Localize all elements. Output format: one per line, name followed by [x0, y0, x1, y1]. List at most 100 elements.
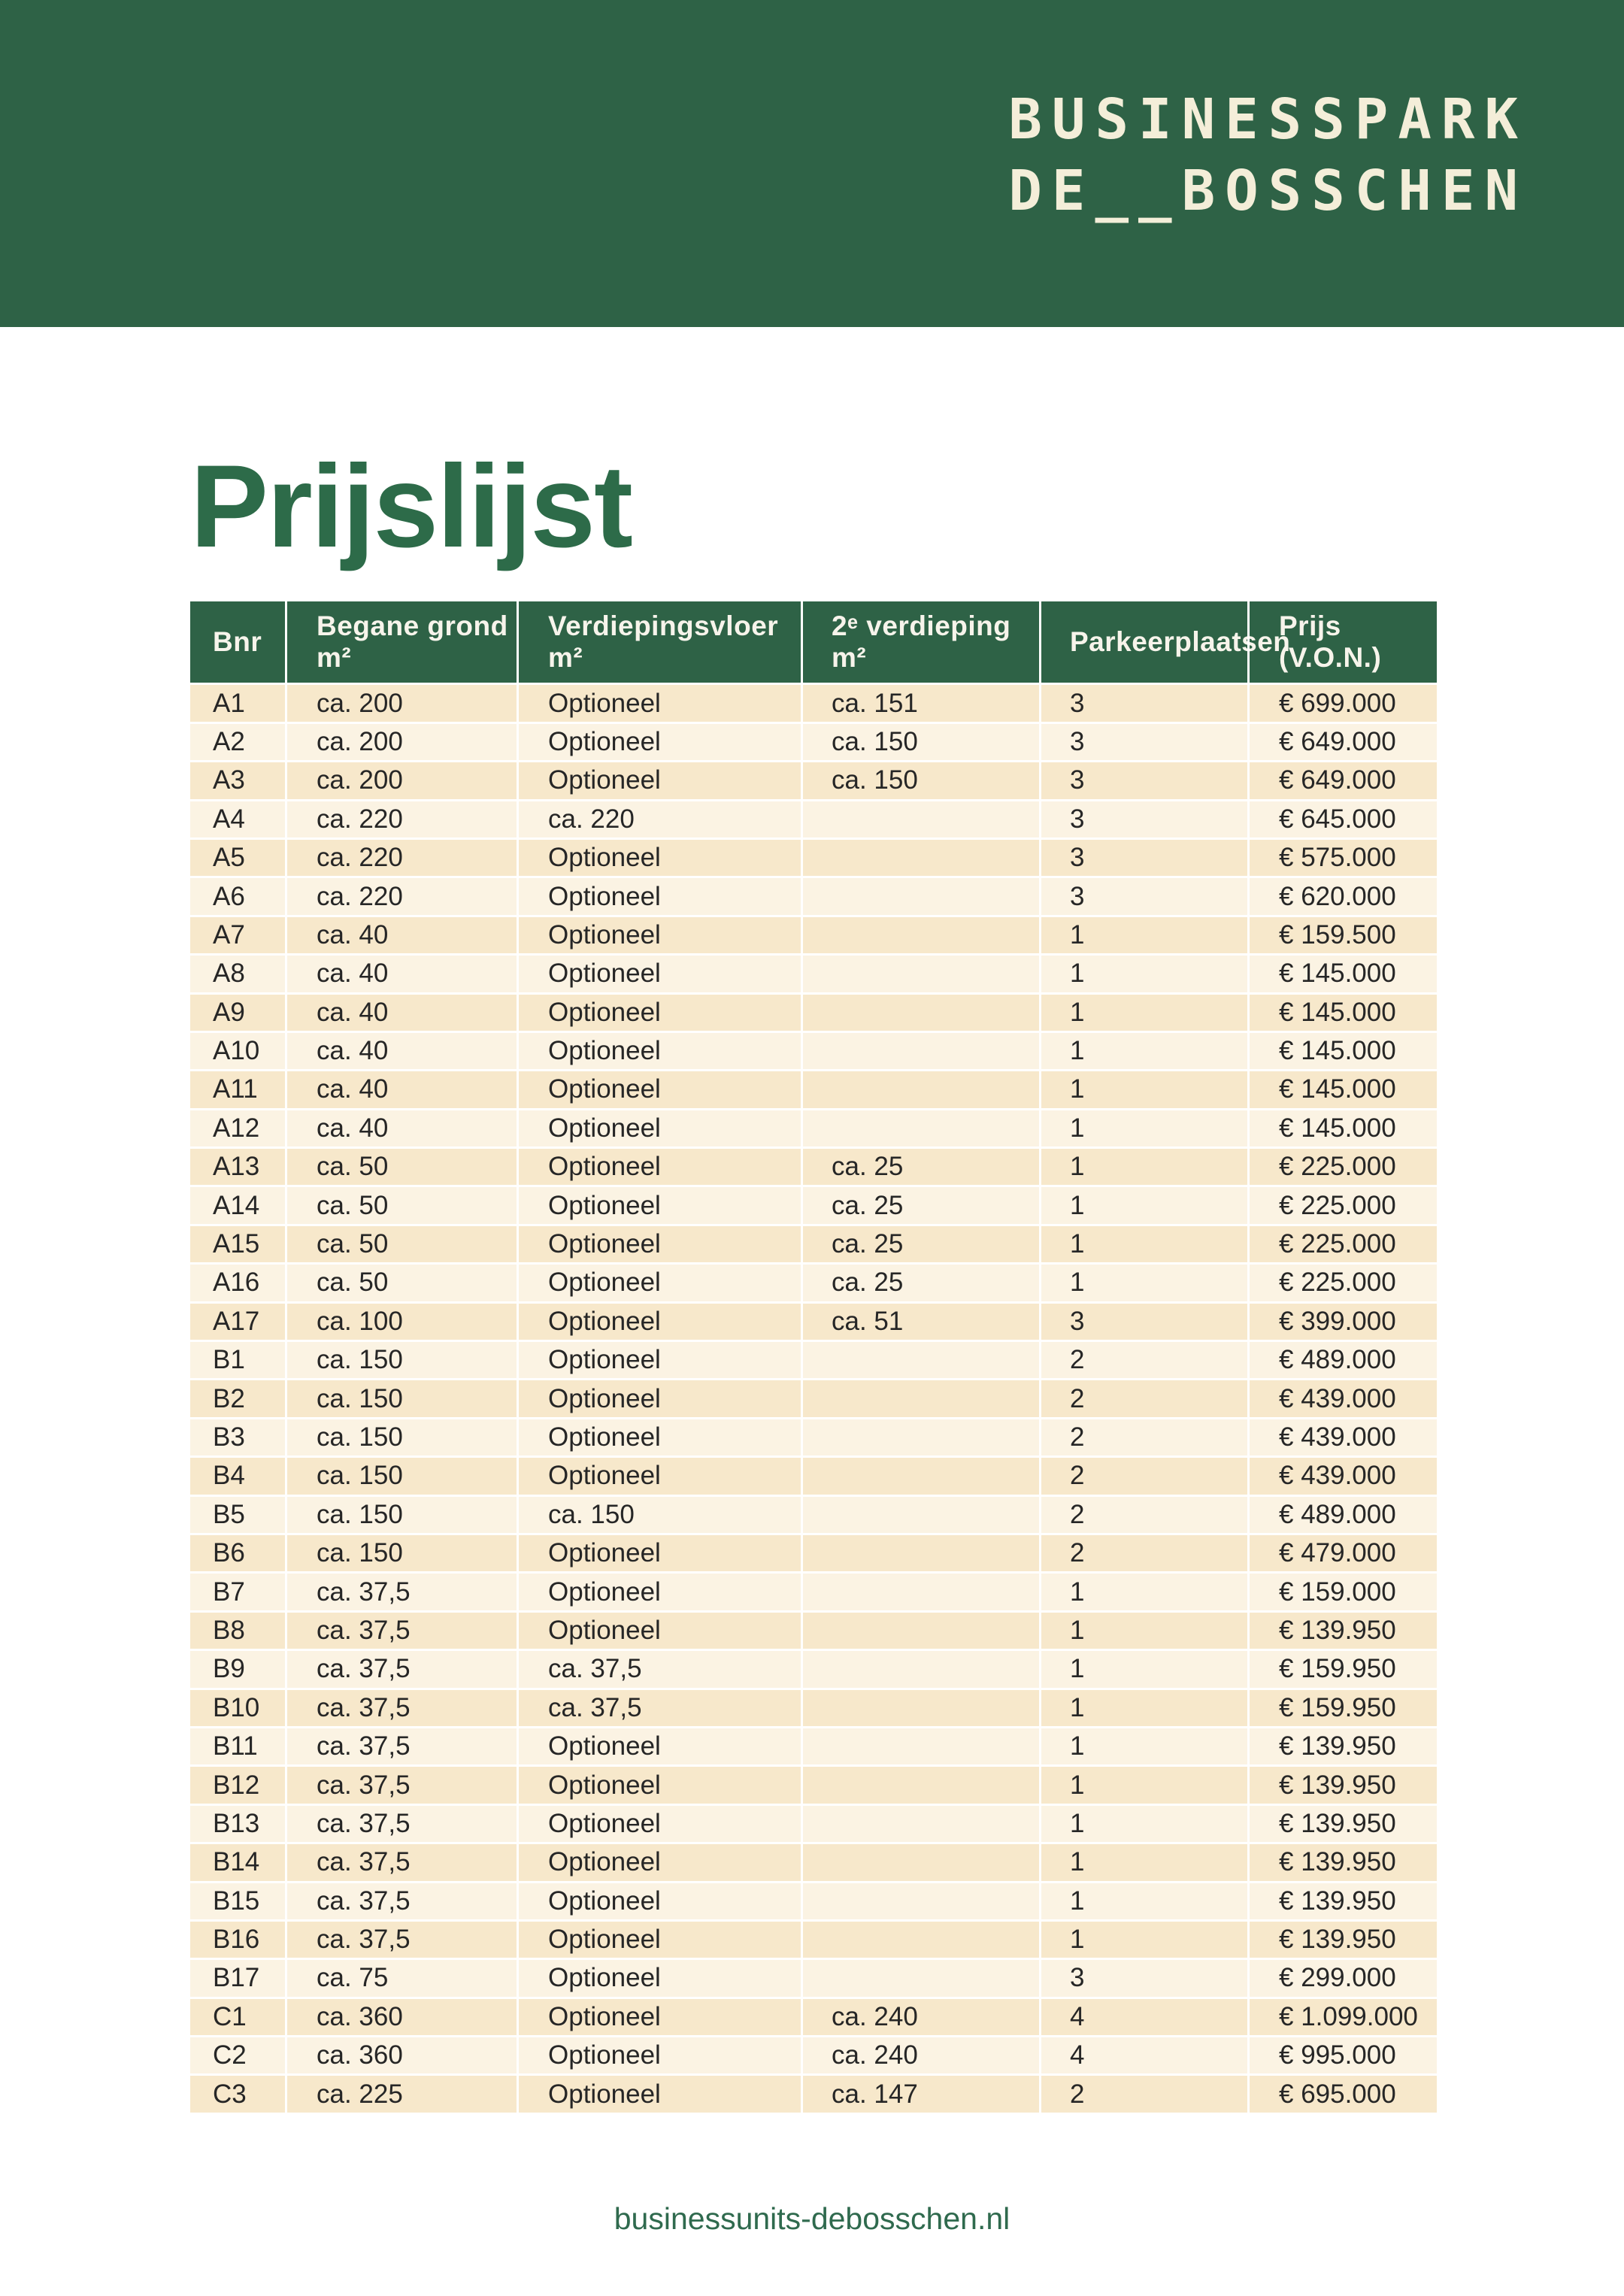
- cell-prijs: € 159.950: [1247, 1651, 1437, 1688]
- cell-begane-grond: ca. 37,5: [285, 1921, 517, 1958]
- table-row: B4 ca. 150 Optioneel 2 € 439.000: [190, 1455, 1437, 1495]
- cell-prijs: € 139.950: [1247, 1844, 1437, 1881]
- cell-2e-verdieping: [801, 1844, 1039, 1881]
- column-header-prijs-von: Prijs (V.O.N.): [1247, 601, 1437, 683]
- table-row: A7 ca. 40 Optioneel 1 € 159.500: [190, 914, 1437, 954]
- logo-line-1: BUSINESSPARK: [1008, 87, 1528, 152]
- cell-verdiepingsvloer: ca. 37,5: [517, 1651, 801, 1688]
- table-row: B14 ca. 37,5 Optioneel 1 € 139.950: [190, 1842, 1437, 1881]
- cell-begane-grond: ca. 100: [285, 1303, 517, 1340]
- cell-begane-grond: ca. 200: [285, 685, 517, 722]
- cell-parkeerplaatsen: 2: [1039, 1419, 1247, 1456]
- table-row: B7 ca. 37,5 Optioneel 1 € 159.000: [190, 1571, 1437, 1610]
- cell-bnr: A2: [213, 726, 245, 756]
- cell-parkeerplaatsen: 1: [1039, 1574, 1247, 1610]
- cell-bnr: A6: [213, 881, 245, 911]
- cell-2e-verdieping: [801, 1458, 1039, 1495]
- cell-verdiepingsvloer: Optioneel: [517, 1883, 801, 1919]
- cell-begane-grond: ca. 200: [285, 723, 517, 761]
- logo-line-2: DE__BOSSCHEN: [1008, 159, 1528, 223]
- cell-2e-verdieping: [801, 1032, 1039, 1070]
- cell-prijs: € 1.099.000: [1247, 1998, 1437, 2036]
- table-row: A5 ca. 220 Optioneel 3 € 575.000: [190, 837, 1437, 877]
- cell-verdiepingsvloer: Optioneel: [517, 1728, 801, 1765]
- cell-begane-grond: ca. 150: [285, 1380, 517, 1417]
- footer-website-link[interactable]: businessunits-debosschen.nl: [614, 2201, 1010, 2236]
- cell-bnr: B6: [213, 1538, 245, 1568]
- table-row: A9 ca. 40 Optioneel 1 € 145.000: [190, 992, 1437, 1031]
- page-footer: businessunits-debosschen.nl: [0, 2201, 1624, 2237]
- businesspark-de-bosschen-logo: BUSINESSPARK DE__BOSSCHEN: [1008, 84, 1528, 227]
- cell-begane-grond: ca. 37,5: [285, 1767, 517, 1804]
- cell-parkeerplaatsen: 1: [1039, 1071, 1247, 1108]
- cell-begane-grond: ca. 37,5: [285, 1689, 517, 1726]
- cell-prijs: € 225.000: [1247, 1265, 1437, 1301]
- table-row: A16 ca. 50 Optioneel ca. 25 1 € 225.000: [190, 1262, 1437, 1301]
- cell-verdiepingsvloer: Optioneel: [517, 1458, 801, 1495]
- cell-2e-verdieping: ca. 25: [801, 1187, 1039, 1224]
- table-row: C1 ca. 360 Optioneel ca. 240 4 € 1.099.0…: [190, 1996, 1437, 2036]
- table-row: A10 ca. 40 Optioneel 1 € 145.000: [190, 1030, 1437, 1070]
- cell-verdiepingsvloer: Optioneel: [517, 994, 801, 1031]
- cell-prijs: € 299.000: [1247, 1960, 1437, 1997]
- cell-parkeerplaatsen: 4: [1039, 2037, 1247, 2074]
- cell-bnr: A10: [213, 1036, 260, 1066]
- cell-bnr: A4: [213, 804, 245, 834]
- cell-parkeerplaatsen: 2: [1039, 1458, 1247, 1495]
- table-row: B17 ca. 75 Optioneel 3 € 299.000: [190, 1958, 1437, 1997]
- cell-begane-grond: ca. 200: [285, 762, 517, 799]
- cell-prijs: € 139.950: [1247, 1612, 1437, 1649]
- cell-bnr: B15: [213, 1886, 260, 1916]
- cell-prijs: € 439.000: [1247, 1380, 1437, 1417]
- cell-2e-verdieping: [801, 1534, 1039, 1572]
- cell-parkeerplaatsen: 3: [1039, 801, 1247, 838]
- table-row: A11 ca. 40 Optioneel 1 € 145.000: [190, 1069, 1437, 1108]
- cell-verdiepingsvloer: Optioneel: [517, 762, 801, 799]
- cell-prijs: € 649.000: [1247, 762, 1437, 799]
- table-row: B11 ca. 37,5 Optioneel 1 € 139.950: [190, 1725, 1437, 1765]
- cell-verdiepingsvloer: Optioneel: [517, 878, 801, 915]
- cell-prijs: € 139.950: [1247, 1805, 1437, 1843]
- cell-begane-grond: ca. 40: [285, 956, 517, 992]
- header-banner: BUSINESSPARK DE__BOSSCHEN: [0, 0, 1624, 327]
- cell-2e-verdieping: ca. 151: [801, 685, 1039, 722]
- cell-verdiepingsvloer: Optioneel: [517, 1612, 801, 1649]
- cell-bnr: A13: [213, 1152, 260, 1182]
- cell-prijs: € 649.000: [1247, 723, 1437, 761]
- cell-bnr: A12: [213, 1113, 260, 1143]
- cell-bnr: B14: [213, 1847, 260, 1877]
- cell-prijs: € 620.000: [1247, 878, 1437, 915]
- cell-parkeerplaatsen: 4: [1039, 1998, 1247, 2036]
- table-row: A1 ca. 200 Optioneel ca. 151 3 € 699.000: [190, 683, 1437, 722]
- cell-prijs: € 489.000: [1247, 1496, 1437, 1533]
- cell-2e-verdieping: [801, 1110, 1039, 1147]
- cell-begane-grond: ca. 37,5: [285, 1883, 517, 1919]
- cell-begane-grond: ca. 37,5: [285, 1728, 517, 1765]
- cell-prijs: € 439.000: [1247, 1458, 1437, 1495]
- table-row: B16 ca. 37,5 Optioneel 1 € 139.950: [190, 1919, 1437, 1958]
- cell-begane-grond: ca. 37,5: [285, 1574, 517, 1610]
- table-row: A8 ca. 40 Optioneel 1 € 145.000: [190, 953, 1437, 992]
- table-row: B3 ca. 150 Optioneel 2 € 439.000: [190, 1416, 1437, 1456]
- cell-begane-grond: ca. 150: [285, 1534, 517, 1572]
- cell-bnr: B7: [213, 1577, 245, 1607]
- table-row: C3 ca. 225 Optioneel ca. 147 2 € 695.000: [190, 2073, 1437, 2113]
- cell-begane-grond: ca. 50: [285, 1149, 517, 1186]
- cell-2e-verdieping: [801, 1496, 1039, 1533]
- cell-verdiepingsvloer: Optioneel: [517, 2076, 801, 2113]
- cell-parkeerplaatsen: 1: [1039, 956, 1247, 992]
- cell-bnr: B17: [213, 1963, 260, 1993]
- table-row: A13 ca. 50 Optioneel ca. 25 1 € 225.000: [190, 1146, 1437, 1186]
- cell-parkeerplaatsen: 3: [1039, 685, 1247, 722]
- table-row: A2 ca. 200 Optioneel ca. 150 3 € 649.000: [190, 721, 1437, 761]
- cell-prijs: € 145.000: [1247, 1110, 1437, 1147]
- cell-prijs: € 225.000: [1247, 1225, 1437, 1263]
- cell-2e-verdieping: [801, 1612, 1039, 1649]
- cell-parkeerplaatsen: 2: [1039, 1342, 1247, 1379]
- cell-begane-grond: ca. 40: [285, 916, 517, 954]
- cell-prijs: € 399.000: [1247, 1303, 1437, 1340]
- cell-prijs: € 225.000: [1247, 1149, 1437, 1186]
- cell-2e-verdieping: [801, 1767, 1039, 1804]
- cell-2e-verdieping: [801, 1071, 1039, 1108]
- cell-verdiepingsvloer: Optioneel: [517, 1303, 801, 1340]
